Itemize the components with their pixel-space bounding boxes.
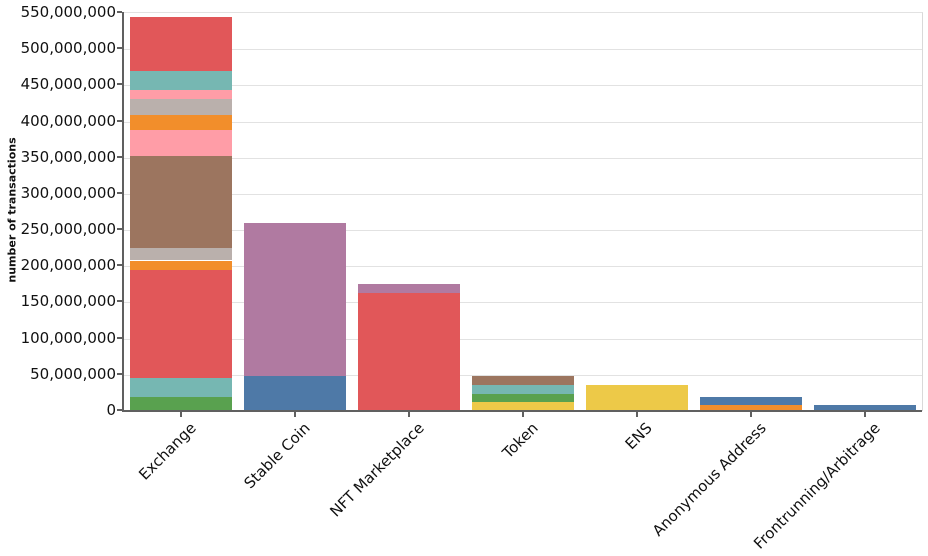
bar-ens [586, 384, 688, 411]
gridline [124, 338, 922, 340]
y-tick-label: 450,000,000 [20, 75, 116, 94]
gridline [124, 266, 922, 268]
y-tick-label: 200,000,000 [20, 256, 116, 275]
gridline [124, 302, 922, 304]
bar-segment-blue [814, 404, 916, 411]
bar-anonymous-address [700, 397, 802, 411]
y-tick-mark [117, 372, 122, 375]
y-tick-mark [117, 119, 122, 122]
bar-segment-orange [700, 404, 802, 411]
bar-segment-green [130, 396, 232, 411]
bar-segment-red [358, 293, 460, 411]
bar-exchange [130, 16, 232, 411]
x-tick-label-frontrunning-arbitrage: Frontrunning/Arbitrage [750, 419, 884, 553]
bar-nft-marketplace [358, 284, 460, 411]
bar-segment-pink [130, 89, 232, 100]
bar-frontrunning-arbitrage [814, 404, 916, 411]
x-tick-label-nft-marketplace: NFT Marketplace [326, 419, 428, 521]
bar-segment-teal [130, 70, 232, 90]
y-tick-label: 250,000,000 [20, 220, 116, 239]
x-tick-label-exchange: Exchange [135, 419, 200, 484]
y-tick-label: 150,000,000 [20, 292, 116, 311]
y-tick-label: 50,000,000 [30, 364, 116, 383]
bar-segment-brown [130, 155, 232, 249]
bar-segment-green [472, 393, 574, 403]
y-tick-label: 550,000,000 [20, 3, 116, 21]
bar-segment-brown [472, 376, 574, 385]
x-tick-mark [180, 412, 182, 417]
gridline [124, 374, 922, 376]
y-tick-mark [117, 191, 122, 194]
y-tick-label: 300,000,000 [20, 183, 116, 202]
y-tick-label: 100,000,000 [20, 328, 116, 347]
x-tick-mark [294, 412, 296, 417]
y-axis-spine [122, 12, 124, 412]
bar-segment-gray [130, 248, 232, 261]
x-tick-mark [750, 412, 752, 417]
y-tick-label: 0 [106, 401, 116, 419]
y-tick-mark [117, 228, 122, 231]
bar-segment-gray [130, 99, 232, 116]
gridline [124, 49, 922, 51]
bar-stable-coin [244, 222, 346, 411]
x-tick-label-token: Token [498, 419, 542, 462]
bar-segment-teal [472, 384, 574, 394]
y-tick-mark [117, 83, 122, 86]
x-tick-label-ens: ENS [621, 419, 656, 454]
bar-segment-blue [244, 376, 346, 411]
x-tick-label-anonymous-address: Anonymous Address [648, 419, 770, 540]
bar-segment-red [130, 16, 232, 71]
y-tick-label: 500,000,000 [20, 39, 116, 58]
gridline [124, 121, 922, 123]
bar-segment-blue [700, 397, 802, 405]
bar-segment-purple [358, 284, 460, 294]
bar-segment-orange [130, 260, 232, 270]
y-tick-label: 350,000,000 [20, 147, 116, 166]
x-axis-spine [122, 410, 922, 412]
y-tick-label: 400,000,000 [20, 111, 116, 130]
bar-segment-yellow [586, 384, 688, 411]
bar-segment-red [130, 269, 232, 379]
bar-segment-teal [130, 378, 232, 397]
x-tick-mark [864, 412, 866, 417]
bar-segment-pink [130, 129, 232, 156]
x-tick-mark [408, 412, 410, 417]
gridline [124, 230, 922, 232]
plot-area [124, 12, 923, 411]
gridline [124, 193, 922, 195]
y-tick-mark [117, 336, 122, 339]
y-tick-mark [117, 300, 122, 303]
bar-segment-purple [244, 222, 346, 377]
bar-segment-yellow [472, 402, 574, 411]
bar-token [472, 376, 574, 411]
x-tick-mark [522, 412, 524, 417]
y-tick-mark [117, 11, 122, 13]
y-tick-mark [117, 409, 122, 411]
gridline [124, 85, 922, 87]
y-tick-mark [117, 155, 122, 158]
x-tick-mark [636, 412, 638, 417]
x-tick-label-stable-coin: Stable Coin [240, 419, 314, 493]
y-tick-mark [117, 47, 122, 50]
y-tick-mark [117, 264, 122, 267]
bar-segment-orange [130, 115, 232, 130]
gridline [124, 157, 922, 159]
